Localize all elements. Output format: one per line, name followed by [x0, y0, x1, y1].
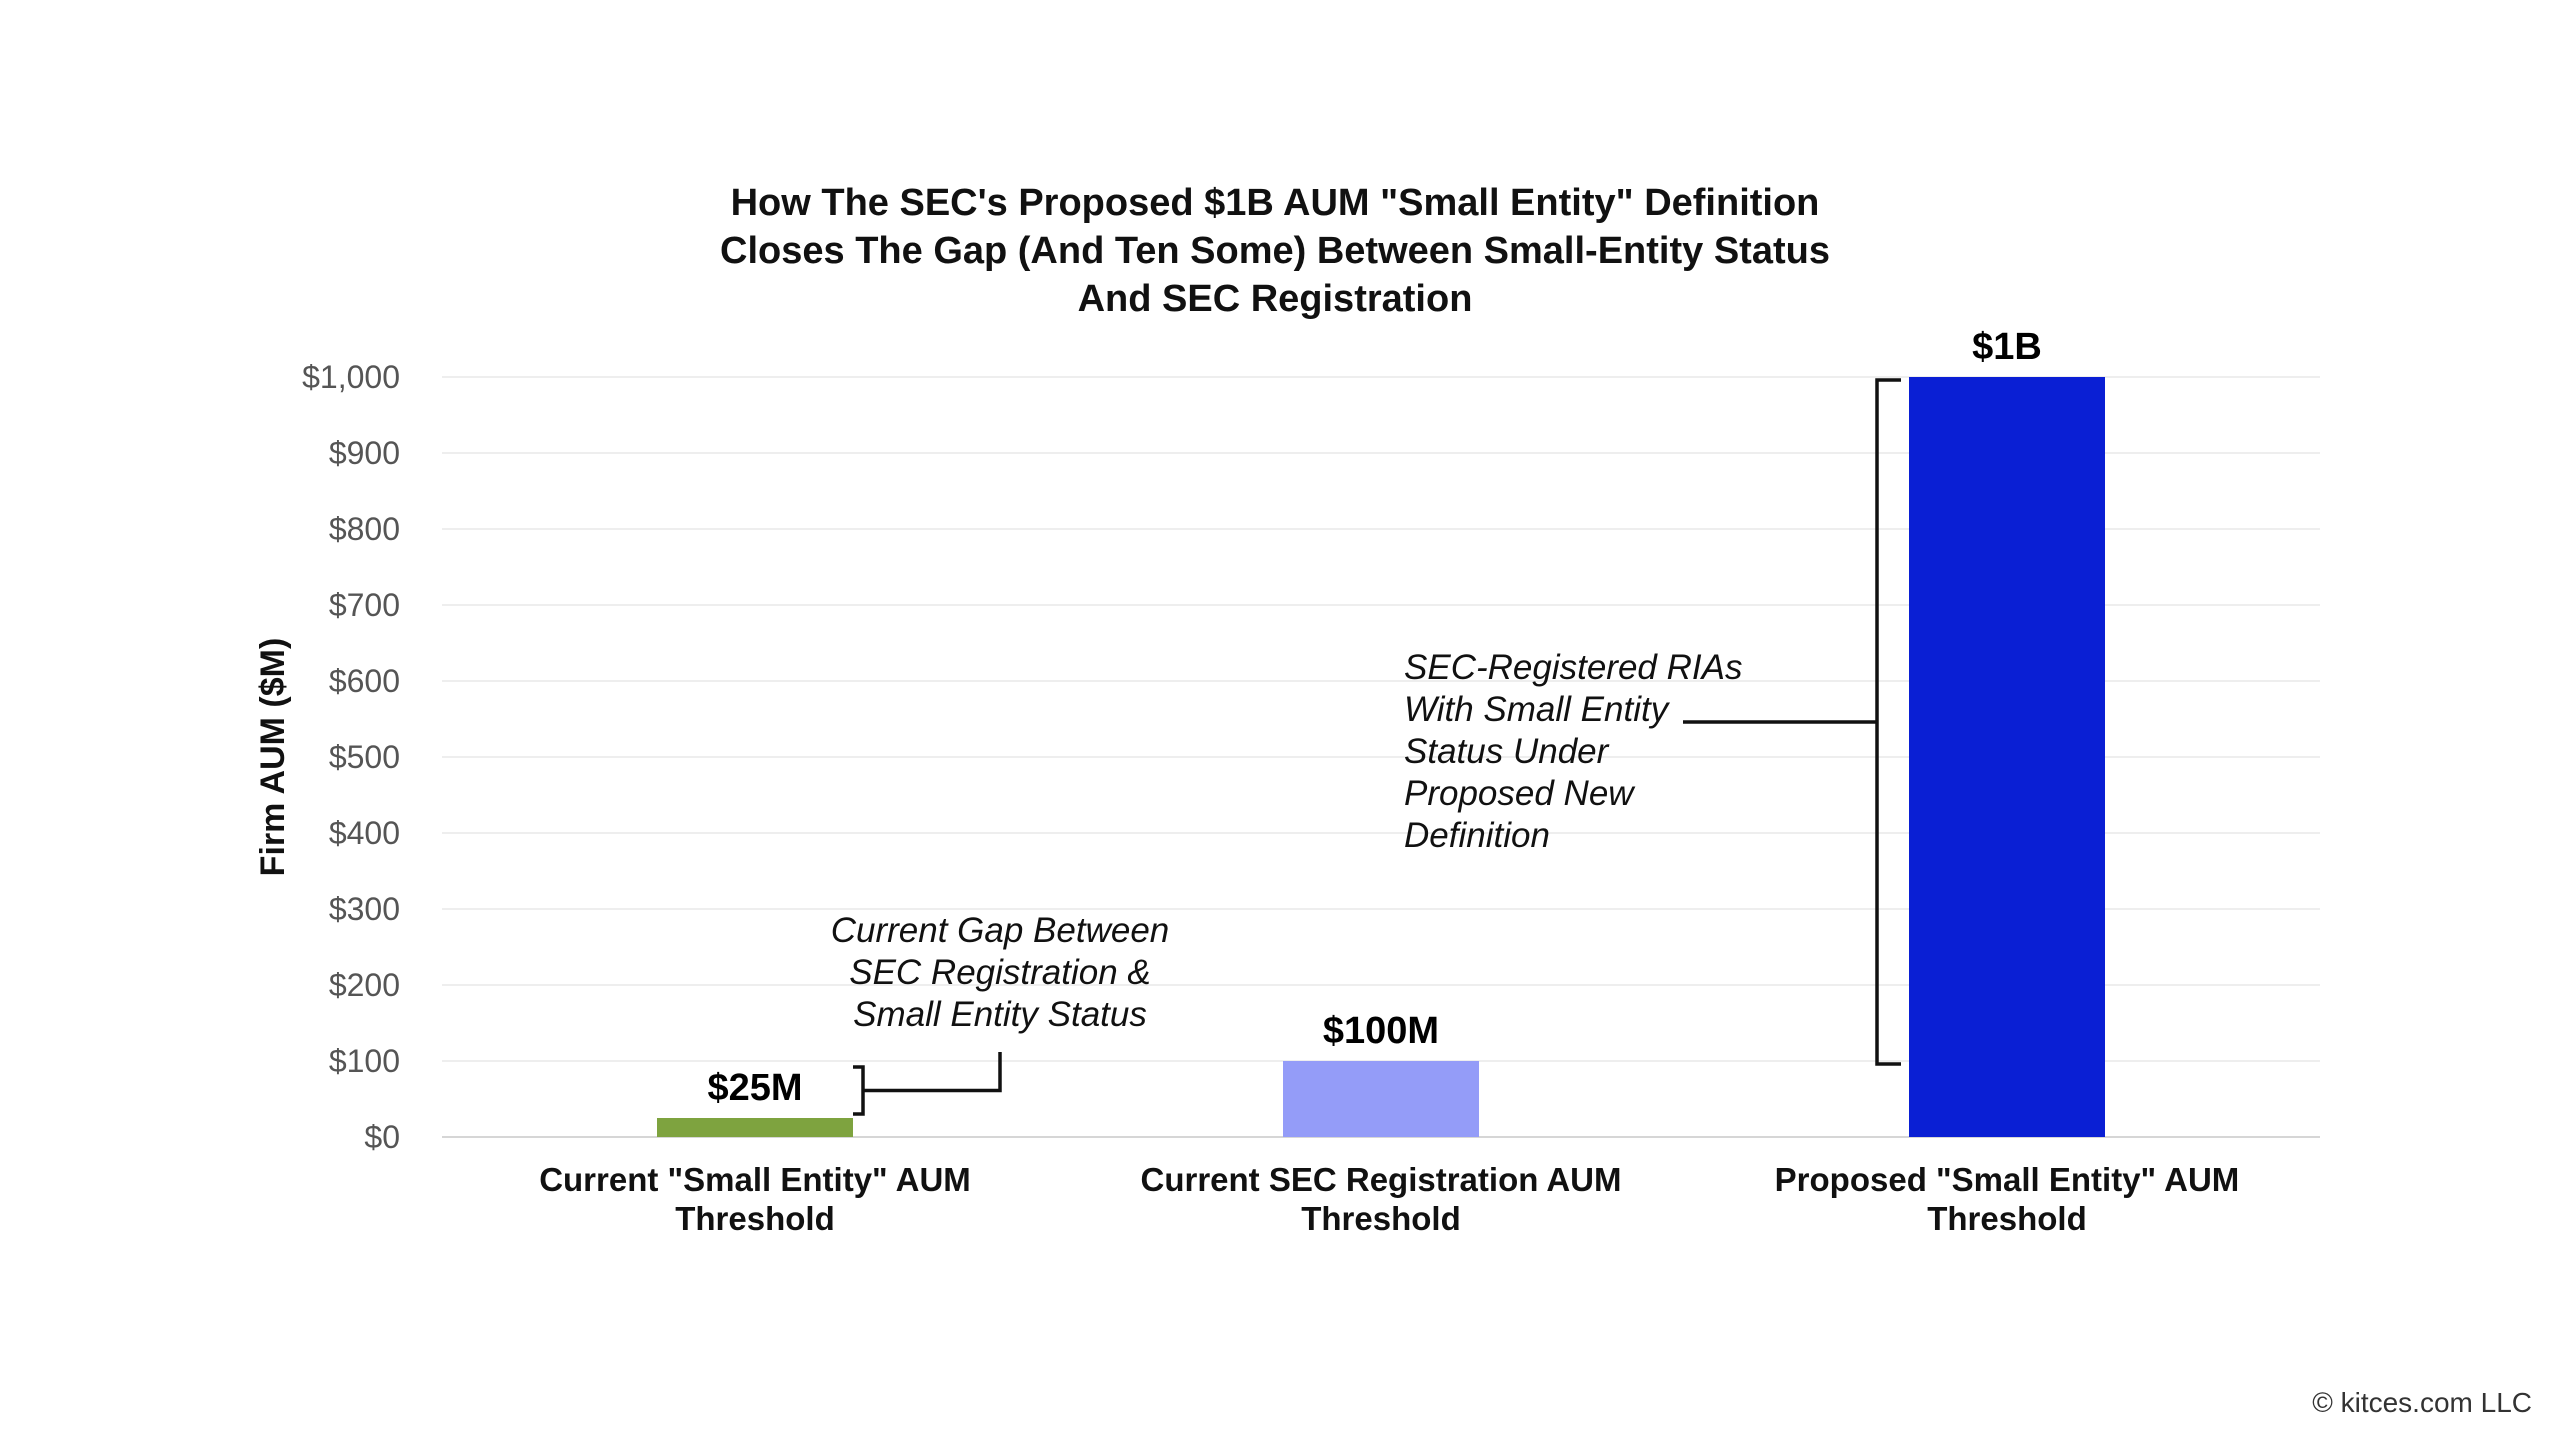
connector-line	[863, 1052, 1002, 1093]
data-label: $1B	[1972, 326, 2042, 368]
y-tick-label: $1,000	[302, 359, 400, 395]
y-tick-label: $600	[329, 663, 400, 699]
data-label: $100M	[1323, 1010, 1439, 1052]
y-tick-label: $500	[329, 739, 400, 775]
chart-title-line: How The SEC's Proposed $1B AUM "Small En…	[731, 182, 1820, 224]
y-tick-label: $100	[329, 1043, 400, 1079]
annotation-text: Current Gap Between	[831, 911, 1170, 950]
annotation-text: SEC-Registered RIAs	[1404, 648, 1742, 687]
annotation-text: Small Entity Status	[853, 995, 1147, 1034]
annotation-text: With Small Entity	[1404, 690, 1671, 729]
y-axis-ticks: $0 $100 $200 $300 $400 $500 $600 $700 $800 $900 $1…	[302, 359, 400, 1155]
bracket	[1875, 378, 1901, 1066]
data-label: $25M	[707, 1067, 802, 1109]
y-tick-label: $0	[364, 1119, 400, 1155]
y-tick-label: $900	[329, 435, 400, 471]
annotation-text: Proposed New	[1404, 774, 1636, 813]
y-tick-label: $200	[329, 967, 400, 1003]
annotation-text: SEC Registration &	[849, 953, 1151, 992]
chart-title: How The SEC's Proposed $1B AUM "Small En…	[720, 182, 1830, 320]
y-tick-label: $700	[329, 587, 400, 623]
bar	[1283, 1061, 1479, 1137]
category-label: Current "Small Entity" AUM	[539, 1161, 971, 1198]
annotation-text: Definition	[1404, 816, 1550, 855]
data-labels: $25M $100M $1B	[707, 326, 2041, 1109]
annotation-text: Status Under	[1404, 732, 1610, 771]
category-label: Threshold	[1927, 1200, 2087, 1237]
y-tick-label: $400	[329, 815, 400, 851]
y-axis-label: Firm AUM ($M)	[254, 638, 292, 877]
y-tick-label: $300	[329, 891, 400, 927]
bars	[657, 377, 2105, 1137]
category-label: Current SEC Registration AUM	[1141, 1161, 1622, 1198]
bar	[1909, 377, 2105, 1137]
bracket	[853, 1065, 865, 1116]
copyright-credit: © kitces.com LLC	[2312, 1387, 2532, 1418]
y-tick-label: $800	[329, 511, 400, 547]
category-label: Threshold	[675, 1200, 835, 1237]
chart-title-line: And SEC Registration	[1078, 278, 1473, 320]
category-label: Proposed "Small Entity" AUM	[1775, 1161, 2240, 1198]
category-labels: Current "Small Entity" AUMThresholdCurre…	[539, 1161, 2239, 1237]
chart-title-line: Closes The Gap (And Ten Some) Between Sm…	[720, 230, 1830, 272]
bar	[657, 1118, 853, 1137]
category-label: Threshold	[1301, 1200, 1461, 1237]
